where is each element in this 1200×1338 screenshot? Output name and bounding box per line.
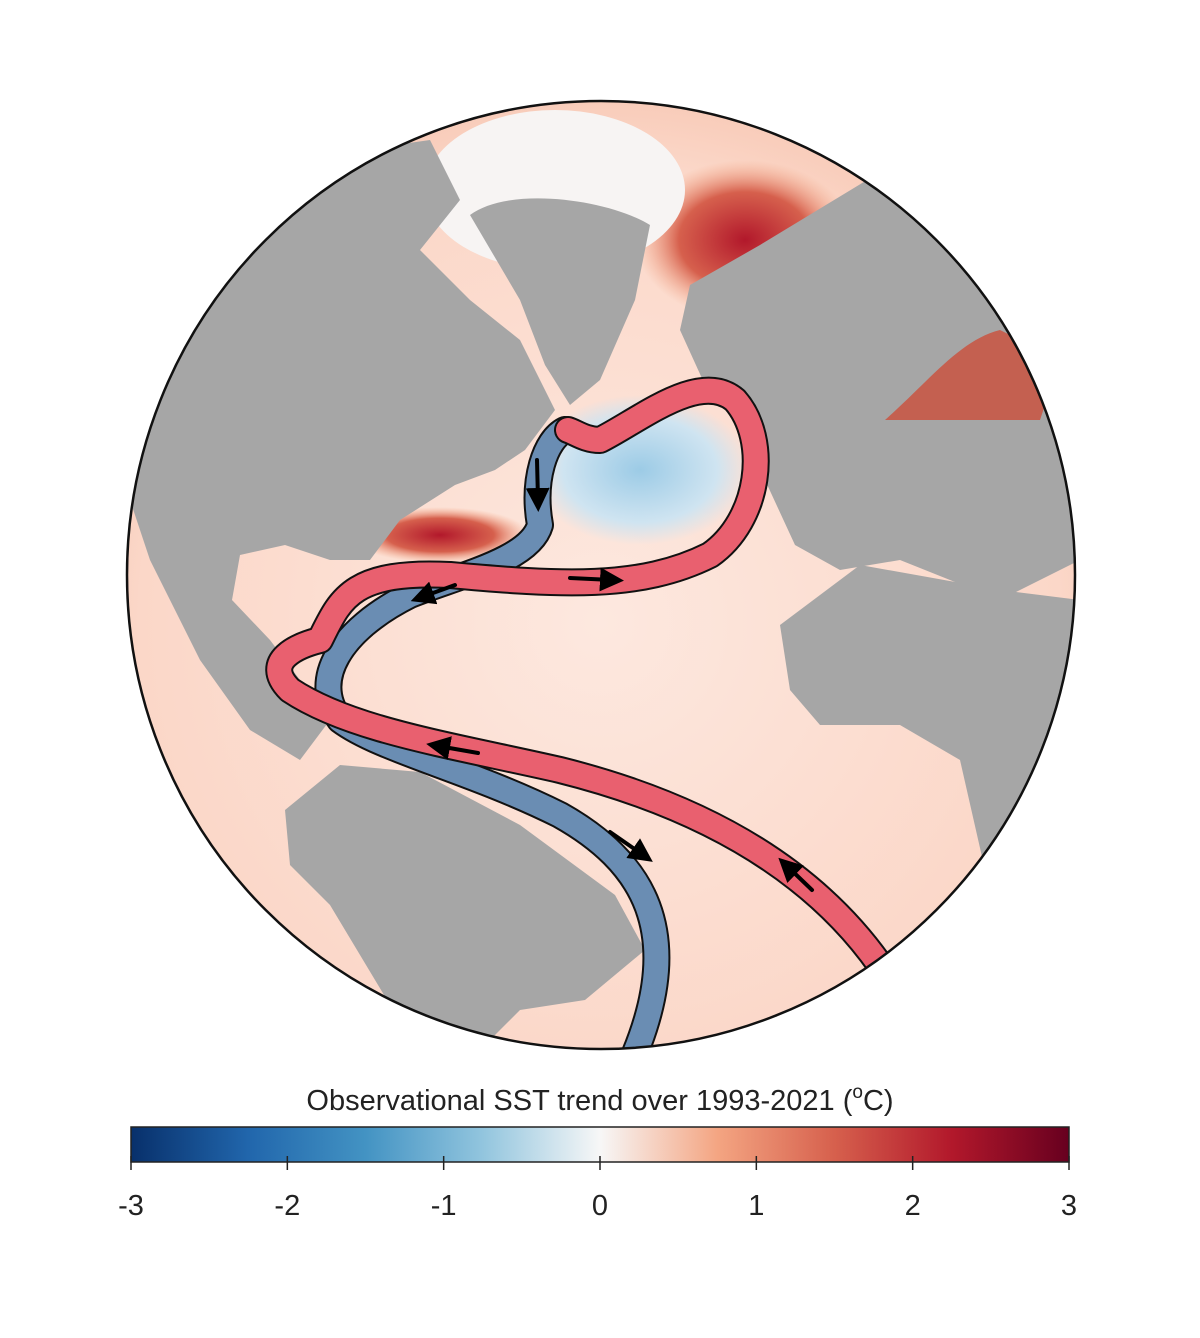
- colorbar-title-unit: C): [863, 1085, 894, 1117]
- globe: [127, 101, 1075, 1049]
- colorbar-tick-label: -2: [274, 1190, 300, 1222]
- flow-arrows: [410, 458, 814, 892]
- globe-outline: [125, 99, 1077, 1051]
- colorbar-tick-label: -1: [431, 1190, 457, 1222]
- colorbar-tick-label: 0: [592, 1190, 608, 1222]
- colorbar-tick-label: 1: [748, 1190, 764, 1222]
- colorbar-tick-label: 2: [905, 1190, 921, 1222]
- colorbar-title-text: Observational SST trend over 1993-2021 (: [306, 1085, 852, 1117]
- colorbar-tick-label: -3: [118, 1190, 144, 1222]
- colorbar-title: Observational SST trend over 1993-2021 (…: [306, 1082, 893, 1117]
- colorbar-tick-label: 3: [1061, 1190, 1077, 1222]
- colorbar-ticks: -3 -2 -1 0 1 2 3: [118, 1156, 1077, 1222]
- warm-flow: [267, 378, 892, 977]
- amoc: [265, 376, 894, 1049]
- colorbar-title-sup: o: [852, 1082, 863, 1103]
